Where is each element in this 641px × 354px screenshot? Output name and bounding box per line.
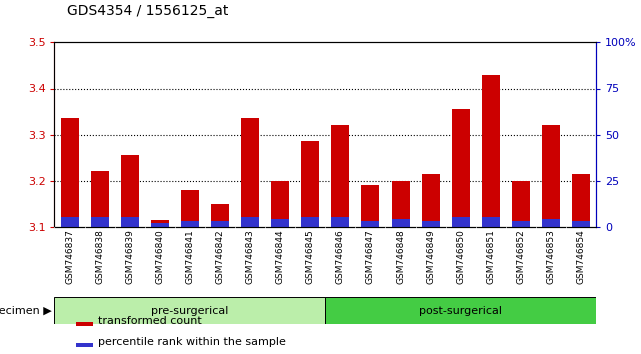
Bar xyxy=(422,174,440,227)
Bar xyxy=(90,217,109,227)
Bar xyxy=(181,190,199,227)
Bar xyxy=(362,221,379,227)
Text: GSM746843: GSM746843 xyxy=(246,229,254,284)
Text: GSM746837: GSM746837 xyxy=(65,229,74,284)
Bar xyxy=(362,185,379,227)
Text: GSM746841: GSM746841 xyxy=(185,229,194,284)
Bar xyxy=(211,204,229,227)
Text: GSM746842: GSM746842 xyxy=(215,229,224,284)
FancyBboxPatch shape xyxy=(54,297,326,324)
Bar xyxy=(392,181,410,227)
Text: GDS4354 / 1556125_at: GDS4354 / 1556125_at xyxy=(67,4,229,18)
Text: pre-surgerical: pre-surgerical xyxy=(151,306,229,316)
Text: GSM746844: GSM746844 xyxy=(276,229,285,284)
Text: GSM746849: GSM746849 xyxy=(426,229,435,284)
Bar xyxy=(301,217,319,227)
Text: GSM746838: GSM746838 xyxy=(95,229,104,284)
Bar xyxy=(542,125,560,227)
Text: GSM746853: GSM746853 xyxy=(547,229,556,284)
Bar xyxy=(301,141,319,227)
Bar xyxy=(60,118,79,227)
Bar xyxy=(452,217,470,227)
Bar xyxy=(452,109,470,227)
Bar xyxy=(482,217,500,227)
Bar xyxy=(271,219,289,227)
Text: GSM746850: GSM746850 xyxy=(456,229,465,284)
Bar xyxy=(422,221,440,227)
Text: transformed count: transformed count xyxy=(98,316,201,326)
Text: GSM746852: GSM746852 xyxy=(517,229,526,284)
Text: specimen ▶: specimen ▶ xyxy=(0,306,51,316)
Text: GSM746846: GSM746846 xyxy=(336,229,345,284)
Text: percentile rank within the sample: percentile rank within the sample xyxy=(98,337,286,347)
Bar xyxy=(572,174,590,227)
Bar xyxy=(151,223,169,227)
Bar xyxy=(181,221,199,227)
Text: GSM746854: GSM746854 xyxy=(577,229,586,284)
Bar xyxy=(241,217,259,227)
Bar xyxy=(482,75,500,227)
Text: post-surgerical: post-surgerical xyxy=(419,306,502,316)
Bar xyxy=(512,181,530,227)
Text: GSM746848: GSM746848 xyxy=(396,229,405,284)
Bar xyxy=(271,181,289,227)
Text: GSM746847: GSM746847 xyxy=(366,229,375,284)
Bar xyxy=(512,221,530,227)
Bar xyxy=(60,217,79,227)
Bar xyxy=(392,219,410,227)
Bar xyxy=(76,322,93,326)
Bar xyxy=(90,171,109,227)
Bar xyxy=(241,118,259,227)
Bar xyxy=(211,221,229,227)
Bar xyxy=(331,217,349,227)
Bar xyxy=(121,155,138,227)
Bar xyxy=(121,217,138,227)
Text: GSM746840: GSM746840 xyxy=(155,229,164,284)
Bar xyxy=(542,219,560,227)
Text: GSM746845: GSM746845 xyxy=(306,229,315,284)
Bar xyxy=(331,125,349,227)
Bar xyxy=(76,343,93,347)
FancyBboxPatch shape xyxy=(326,297,596,324)
Text: GSM746839: GSM746839 xyxy=(125,229,134,284)
Bar xyxy=(572,221,590,227)
Bar xyxy=(151,219,169,227)
Text: GSM746851: GSM746851 xyxy=(487,229,495,284)
